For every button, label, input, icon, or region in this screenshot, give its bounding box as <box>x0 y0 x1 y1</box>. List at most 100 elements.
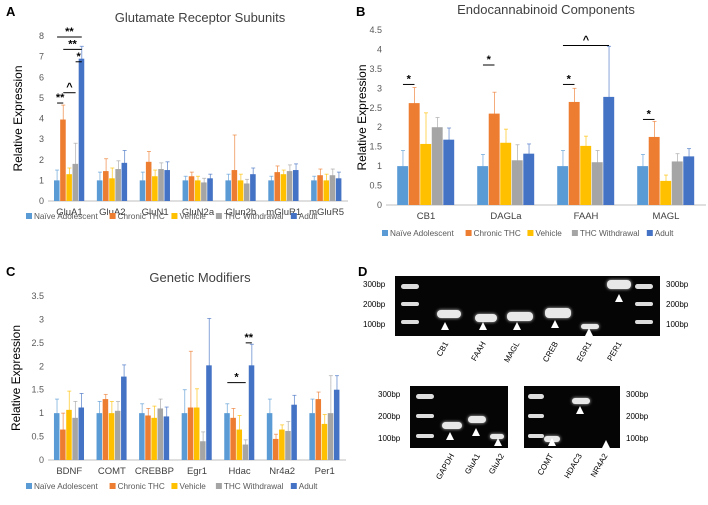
bar <box>188 176 195 201</box>
bar <box>329 175 336 201</box>
bar <box>660 180 672 205</box>
panel-letter-a: A <box>6 4 16 19</box>
bar <box>139 413 145 460</box>
bar <box>145 161 152 201</box>
legend-swatch <box>465 230 472 236</box>
lane-label: GluA2 <box>486 452 506 476</box>
lane-label: COMT <box>536 452 556 477</box>
x-tick-label: GluA1 <box>56 207 82 218</box>
significance-marker: ** <box>56 92 65 104</box>
bar <box>408 103 420 205</box>
y-tick-label: 1.5 <box>31 385 44 395</box>
panel-a: A Glutamate Receptor Subunits Relative Ex… <box>0 0 354 252</box>
bar <box>72 417 78 460</box>
y-tick-label: 3 <box>39 134 44 144</box>
gel-bottom-right <box>524 386 620 448</box>
y-tick-label: 0 <box>39 196 44 206</box>
bar <box>201 182 207 201</box>
y-tick-label: 6 <box>39 72 44 82</box>
arrow-icon <box>479 322 487 330</box>
arrow-icon <box>551 320 559 328</box>
y-axis-label: Relative Expression <box>9 325 23 431</box>
bar <box>488 113 500 205</box>
arrow-icon <box>576 406 584 414</box>
bar <box>309 413 315 460</box>
bar <box>230 417 236 460</box>
lane-label: CREB <box>540 340 560 364</box>
y-tick-label: 2.5 <box>369 103 382 113</box>
legend-label: Vehicle <box>179 482 206 491</box>
bar <box>121 162 128 201</box>
gel-band <box>468 416 486 423</box>
arrow-icon <box>472 428 480 436</box>
x-tick-label: GluN2a <box>182 207 215 218</box>
lane-label: CB1 <box>435 340 451 358</box>
bar <box>333 389 340 460</box>
legend-swatch <box>571 230 578 236</box>
y-tick-label: 0 <box>39 455 44 465</box>
x-tick-label: GluA2 <box>99 207 125 218</box>
legend-swatch <box>215 213 222 219</box>
bar <box>311 180 317 201</box>
gel-top <box>395 276 660 336</box>
legend-swatch <box>215 483 222 489</box>
marker-label: 200bp <box>363 300 386 309</box>
gel-band <box>475 314 497 322</box>
y-tick-label: 0.5 <box>31 432 44 442</box>
legend-label: Adult <box>299 212 318 221</box>
legend-swatch <box>26 213 32 219</box>
legend-swatch <box>290 213 297 219</box>
significance-marker: * <box>487 54 492 66</box>
x-tick-label: COMT <box>98 466 126 477</box>
panel-letter-b: B <box>356 4 366 19</box>
legend-label: Vehicle <box>535 229 562 238</box>
bar <box>523 153 535 205</box>
y-tick-label: 1.5 <box>369 142 382 152</box>
chart-genetic-modifiers: Genetic Modifiers Relative Expression 0 0.5… <box>9 270 346 491</box>
bar <box>157 408 164 460</box>
legend-swatch <box>646 230 653 236</box>
bar <box>285 430 291 460</box>
bar <box>182 180 189 201</box>
bar <box>96 180 103 201</box>
ladder-band <box>528 434 544 438</box>
bar <box>268 180 274 201</box>
arrow-icon <box>602 440 610 448</box>
legend-label: Naïve Adolescent <box>34 482 98 491</box>
arrow-icon <box>441 322 449 330</box>
bar <box>477 166 489 205</box>
gel-bottom-left <box>410 386 508 448</box>
lane-label: FAAH <box>469 340 488 363</box>
bar <box>121 376 127 460</box>
chart-title: Genetic Modifiers <box>149 270 251 285</box>
marker-label: 200bp <box>666 300 689 309</box>
x-tick-label: FAAH <box>574 211 599 222</box>
panel-letter-d: D <box>358 264 368 279</box>
arrow-icon <box>585 328 593 336</box>
marker-label: 300bp <box>378 390 401 399</box>
bar <box>317 175 323 201</box>
chart-title: Glutamate Receptor Subunits <box>115 10 286 25</box>
bar <box>225 180 231 201</box>
arrow-icon <box>513 322 521 330</box>
gel-band <box>442 422 462 429</box>
bar <box>637 166 649 205</box>
bar <box>53 413 60 460</box>
bar <box>151 417 157 460</box>
bar <box>243 183 250 201</box>
y-tick-label: 4.5 <box>369 25 382 35</box>
bar <box>66 174 72 201</box>
ladder-band <box>528 394 544 399</box>
bar <box>224 413 230 460</box>
bar <box>60 119 66 201</box>
gel-band <box>437 310 461 318</box>
bar <box>139 180 146 201</box>
bar <box>292 170 299 201</box>
significance-marker: * <box>77 51 82 63</box>
legend-swatch <box>290 483 297 489</box>
legend-label: Naïve Adolescent <box>390 229 454 238</box>
legend-swatch <box>109 483 116 489</box>
x-tick-label: BDNF <box>56 466 82 477</box>
marker-label: 200bp <box>626 412 649 421</box>
gel-band <box>581 324 599 329</box>
